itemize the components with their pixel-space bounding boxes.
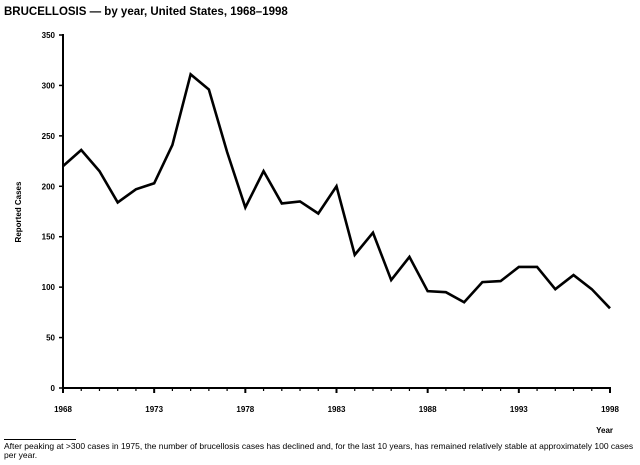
y-tick-label: 200 xyxy=(42,182,56,191)
axes xyxy=(62,34,611,389)
x-tick-label: 1973 xyxy=(145,405,163,414)
x-tick-label: 1993 xyxy=(510,405,528,414)
y-tick-label: 50 xyxy=(46,334,55,343)
data-points xyxy=(62,74,611,309)
chart-title: BRUCELLOSIS — by year, United States, 19… xyxy=(4,6,288,18)
ticks: 0 50 100 150 200 250 300 350 1968 1973 1978 1983 198… xyxy=(42,31,620,414)
series-line-reported-cases xyxy=(62,72,611,310)
x-tick-label: 1988 xyxy=(419,405,437,414)
x-tick-label: 1978 xyxy=(236,405,254,414)
y-tick-label: 0 xyxy=(51,384,56,393)
y-tick-label: 250 xyxy=(42,132,56,141)
y-tick-label: 150 xyxy=(42,233,56,242)
x-tick-label: 1968 xyxy=(54,405,72,414)
x-tick-label: 1998 xyxy=(601,405,619,414)
y-tick-label: 100 xyxy=(42,283,56,292)
y-tick-label: 300 xyxy=(42,81,56,90)
x-tick-label: 1983 xyxy=(328,405,346,414)
line-chart: 0 50 100 150 200 250 300 350 1968 1973 1978 1983 198… xyxy=(14,31,620,435)
y-axis-label: Reported Cases xyxy=(14,181,23,242)
footnote: After peaking at >300 cases in 1975, the… xyxy=(4,441,634,460)
x-axis-label: Year xyxy=(596,426,613,435)
y-tick-label: 350 xyxy=(42,31,56,40)
footnote-rule xyxy=(4,439,76,440)
